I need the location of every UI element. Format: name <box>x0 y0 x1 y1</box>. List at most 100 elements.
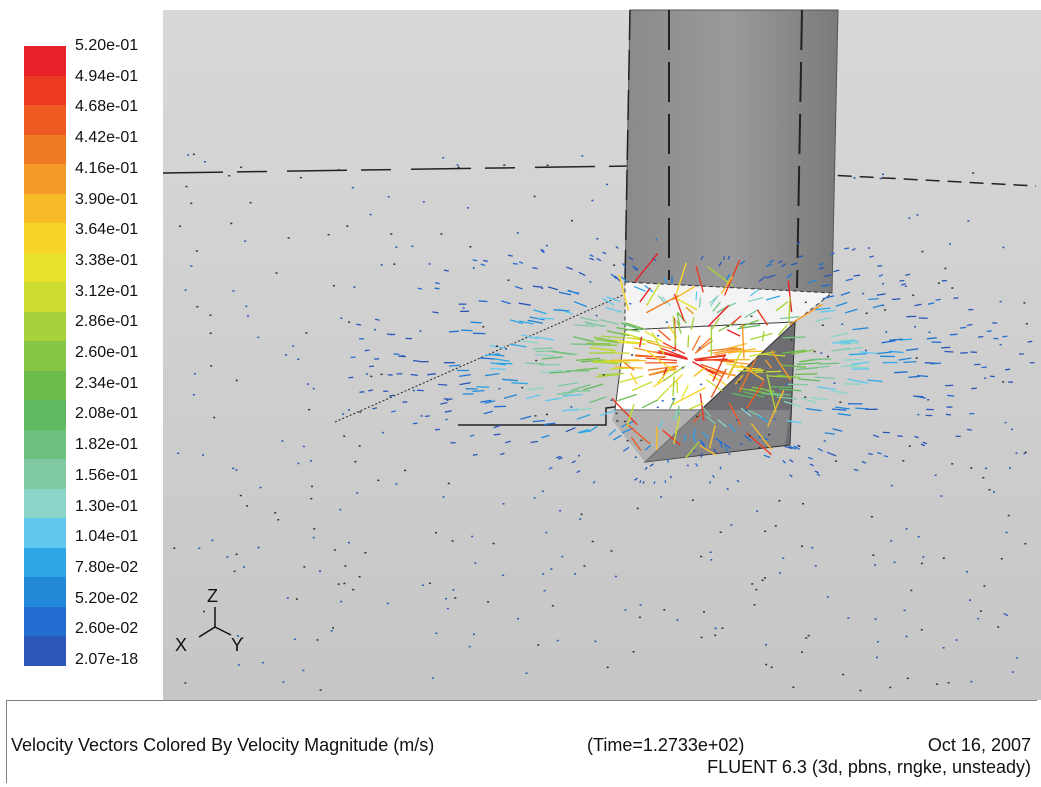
velocity-vector <box>767 389 785 427</box>
axis-label-z: Z <box>207 586 218 606</box>
colormap-label: 1.30e-01 <box>75 497 139 515</box>
velocity-vector <box>766 274 776 279</box>
mesh-point <box>606 183 608 186</box>
caption-solver: FLUENT 6.3 (3d, pbns, rngke, unsteady) <box>707 757 1031 777</box>
velocity-vector <box>786 272 793 279</box>
velocity-vector <box>521 334 538 340</box>
colormap-segment <box>24 282 66 312</box>
velocity-vector <box>725 362 754 370</box>
mesh-point <box>583 565 586 567</box>
velocity-vector <box>708 368 736 377</box>
velocity-vector <box>626 423 651 445</box>
vector-plot[interactable] <box>0 0 1041 700</box>
mesh-point <box>691 499 694 501</box>
mesh-point <box>517 618 519 620</box>
velocity-vector <box>387 374 393 376</box>
velocity-vector <box>782 349 806 354</box>
mesh-point <box>456 164 459 166</box>
velocity-vector <box>482 259 488 262</box>
colormap-segment <box>24 459 66 489</box>
velocity-vector <box>769 386 793 389</box>
mesh-point <box>184 289 187 291</box>
mesh-point <box>756 510 759 512</box>
velocity-vector <box>966 323 973 327</box>
velocity-vector <box>761 331 765 342</box>
mesh-point <box>502 503 505 505</box>
mesh-point <box>543 590 546 592</box>
mesh-point <box>751 583 754 585</box>
velocity-vector <box>796 241 801 245</box>
mesh-point <box>949 243 952 245</box>
mesh-point <box>570 406 573 408</box>
velocity-vector <box>622 262 627 268</box>
mesh-point <box>1002 246 1005 249</box>
mesh-point <box>920 562 923 565</box>
colormap-segment <box>24 341 66 371</box>
velocity-vector <box>596 257 602 262</box>
velocity-vector <box>576 470 581 474</box>
velocity-vector <box>731 392 754 399</box>
mesh-point <box>496 345 498 347</box>
colormap-label: 3.38e-01 <box>75 251 139 269</box>
velocity-vector <box>916 395 927 399</box>
mesh-point <box>1005 614 1008 616</box>
velocity-vector <box>633 285 646 292</box>
velocity-vector <box>850 366 869 369</box>
mesh-point <box>821 324 824 326</box>
mesh-point <box>969 599 971 601</box>
velocity-vector <box>930 362 942 365</box>
velocity-vector <box>782 460 786 464</box>
velocity-vector <box>737 369 765 372</box>
mesh-point <box>404 469 407 472</box>
mesh-point <box>293 638 296 640</box>
mesh-point <box>663 609 666 611</box>
velocity-vector <box>669 475 672 479</box>
mesh-point <box>748 434 751 437</box>
velocity-vector <box>830 390 848 395</box>
mesh-point <box>257 546 260 549</box>
mesh-point <box>1011 428 1014 431</box>
velocity-vector <box>700 363 727 375</box>
velocity-vector <box>824 274 832 278</box>
mesh-point <box>801 651 804 653</box>
velocity-vector <box>608 428 617 436</box>
velocity-vector <box>728 402 742 426</box>
mesh-point <box>332 285 335 287</box>
mesh-point <box>710 559 713 561</box>
mesh-point <box>422 201 425 203</box>
velocity-vector <box>723 443 731 449</box>
velocity-vector <box>789 474 793 478</box>
velocity-vector <box>576 413 591 420</box>
mesh-point <box>297 358 300 360</box>
velocity-vector <box>782 336 806 339</box>
velocity-vector <box>809 463 814 467</box>
mesh-point <box>889 686 892 689</box>
mesh-point <box>395 246 398 248</box>
mesh-point <box>984 377 987 379</box>
mesh-point <box>211 539 214 542</box>
velocity-vector <box>878 274 884 277</box>
mesh-point <box>305 332 308 334</box>
velocity-vector <box>840 340 859 343</box>
caption-title: Velocity Vectors Colored By Velocity Mag… <box>11 735 435 755</box>
mesh-point <box>626 439 629 442</box>
mesh-point <box>203 161 206 163</box>
mesh-point <box>1000 558 1003 560</box>
velocity-vector <box>549 370 571 374</box>
velocity-vector <box>692 435 697 443</box>
mesh-point <box>778 500 781 502</box>
velocity-vector <box>791 349 814 355</box>
mesh-point <box>977 617 980 620</box>
mesh-point <box>356 492 359 494</box>
velocity-vector <box>619 375 644 383</box>
mesh-point <box>343 435 346 437</box>
velocity-vector <box>815 307 831 311</box>
velocity-vector <box>434 287 440 290</box>
mesh-point <box>307 383 310 385</box>
axis-label-y: Y <box>231 635 244 655</box>
velocity-vector <box>500 452 505 456</box>
mesh-point <box>764 577 766 579</box>
mesh-point <box>728 453 731 455</box>
mesh-point <box>632 651 635 653</box>
